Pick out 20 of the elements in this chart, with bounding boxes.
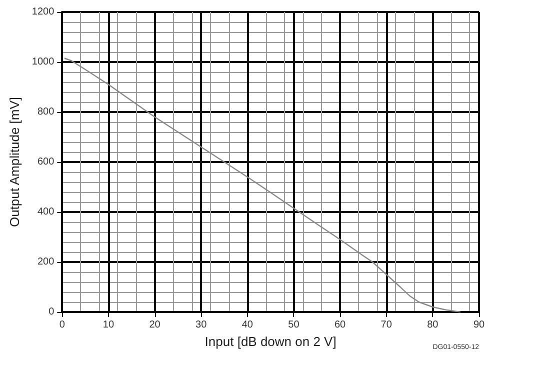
y-axis-title: Output Amplitude [mV] bbox=[7, 96, 22, 228]
x-tick-label: 30 bbox=[196, 320, 208, 330]
x-tick-label: 90 bbox=[473, 320, 485, 330]
x-tick-label: 80 bbox=[427, 320, 439, 330]
line-series bbox=[64, 58, 462, 313]
y-tick-label: 1200 bbox=[32, 6, 55, 18]
x-tick-label: 60 bbox=[334, 320, 346, 330]
y-tick-label: 800 bbox=[37, 106, 55, 118]
y-tick-label: 0 bbox=[48, 306, 55, 318]
x-tick-label: 0 bbox=[59, 320, 66, 330]
x-tick-label: 10 bbox=[102, 320, 114, 330]
x-tick-label: 40 bbox=[242, 320, 254, 330]
x-tick-label: 20 bbox=[149, 320, 161, 330]
x-axis-title: Input [dB down on 2 V] bbox=[204, 334, 336, 349]
y-tick-label: 1000 bbox=[32, 56, 55, 68]
y-tick-label: 200 bbox=[37, 256, 55, 268]
x-tick-label: 70 bbox=[380, 320, 392, 330]
y-tick-label: 600 bbox=[37, 156, 55, 168]
y-tick-label: 400 bbox=[37, 206, 55, 218]
x-tick-label: 50 bbox=[288, 320, 300, 330]
